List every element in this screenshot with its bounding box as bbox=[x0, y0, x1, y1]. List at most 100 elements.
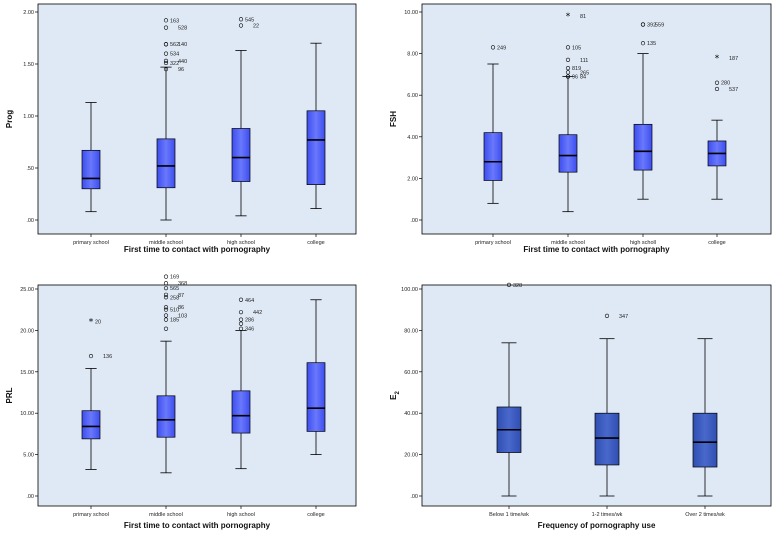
outlier-label: 286 bbox=[245, 318, 254, 324]
box-3 bbox=[231, 50, 251, 217]
outlier-label: 545 bbox=[245, 17, 254, 23]
iqr-box bbox=[483, 132, 503, 181]
outlier-marker bbox=[163, 307, 169, 312]
y-tick-label: 1.00 bbox=[23, 114, 34, 120]
outlier-marker bbox=[163, 42, 169, 47]
box-2 bbox=[558, 76, 578, 213]
iqr-box bbox=[156, 138, 176, 189]
outlier-label: 81 bbox=[580, 14, 586, 20]
outlier-label: 464 bbox=[245, 298, 254, 304]
y-tick-label: 1.50 bbox=[23, 62, 34, 68]
chart-panel-4: .00 20.00 40.00 60.00 80.00 100.00 Below 1 tim… bbox=[389, 282, 772, 530]
outlier-marker bbox=[565, 45, 571, 50]
outlier-marker bbox=[238, 326, 244, 331]
x-axis-title: First time to contact with pornography bbox=[124, 521, 271, 530]
outlier-label: 562 bbox=[170, 42, 179, 48]
y-tick-label: .00 bbox=[26, 218, 34, 224]
y-tick-label: 5.00 bbox=[23, 453, 34, 459]
outlier-marker bbox=[640, 22, 646, 27]
plot-area bbox=[421, 284, 772, 507]
outlier-label: 265 bbox=[580, 70, 589, 76]
outlier-label: 105 bbox=[572, 45, 581, 51]
x-category-label: Over 2 times/wk bbox=[685, 512, 725, 518]
box-4 bbox=[306, 299, 326, 456]
x-category-label: high school bbox=[227, 240, 255, 246]
y-tick-label: .50 bbox=[26, 166, 34, 172]
outlier-label: 534 bbox=[170, 52, 179, 58]
outlier-label: 140 bbox=[178, 42, 187, 48]
outlier-label: 258 bbox=[170, 295, 179, 301]
box-2 bbox=[594, 338, 620, 497]
outlier-marker bbox=[565, 74, 571, 79]
outlier-label: 368 bbox=[178, 281, 187, 287]
box-1 bbox=[496, 342, 522, 497]
outlier-label: 163 bbox=[170, 18, 179, 24]
x-category-label: college bbox=[307, 512, 324, 518]
iqr-box bbox=[81, 410, 101, 440]
y-tick-label: 25.00 bbox=[20, 287, 34, 293]
x-category-label: college bbox=[307, 240, 324, 246]
outlier-marker bbox=[163, 18, 169, 23]
outlier-label: 392 bbox=[647, 22, 656, 28]
y-axis-title: Prog bbox=[5, 110, 14, 128]
outlier-marker bbox=[565, 66, 571, 71]
extreme-outlier-marker: * bbox=[566, 12, 571, 22]
x-category-label: 1-2 times/wk bbox=[592, 512, 623, 518]
outlier-marker bbox=[714, 86, 720, 92]
x-category-label: primary school bbox=[73, 240, 109, 246]
outlier-label: 135 bbox=[647, 41, 656, 47]
iqr-box bbox=[633, 123, 653, 171]
iqr-box bbox=[81, 149, 101, 190]
outlier-label: 442 bbox=[253, 310, 262, 316]
outlier-marker bbox=[163, 317, 169, 322]
outlier-marker bbox=[565, 70, 571, 75]
box-2 bbox=[156, 66, 176, 221]
y-tick-label: 8.00 bbox=[407, 52, 418, 58]
outlier-label: 187 bbox=[729, 56, 738, 62]
outlier-label: 528 bbox=[178, 26, 187, 32]
x-category-label: college bbox=[708, 240, 725, 246]
plot-area bbox=[421, 3, 772, 235]
outlier-marker bbox=[238, 297, 244, 302]
y-tick-label: 4.00 bbox=[407, 135, 418, 141]
outlier-marker bbox=[604, 313, 610, 319]
y-tick-label: 20.00 bbox=[404, 453, 418, 459]
outlier-marker bbox=[163, 25, 169, 30]
outlier-label: 559 bbox=[655, 22, 664, 28]
outlier-label: 136 bbox=[103, 354, 112, 360]
iqr-box bbox=[558, 134, 578, 173]
outlier-marker bbox=[238, 317, 244, 322]
extreme-outlier-marker: * bbox=[715, 54, 720, 64]
box-1 bbox=[81, 102, 101, 213]
outlier-label: 22 bbox=[253, 24, 259, 30]
y-tick-label: 2.00 bbox=[407, 176, 418, 182]
box-1 bbox=[81, 368, 101, 470]
outlier-marker bbox=[163, 286, 169, 291]
x-category-label: primary school bbox=[475, 240, 511, 246]
outlier-marker bbox=[238, 321, 244, 326]
outlier-marker bbox=[163, 51, 169, 56]
y-tick-label: .00 bbox=[410, 218, 418, 224]
x-axis-title: Frequency of pornography use bbox=[538, 521, 656, 530]
chart-panel-1: .00 .50 1.00 1.50 2.00 primary school middle s… bbox=[5, 3, 357, 254]
y-tick-label: 100.00 bbox=[401, 287, 418, 293]
outlier-label: 111 bbox=[580, 58, 588, 64]
x-category-label: middle school bbox=[149, 240, 183, 246]
outlier-label: 20 bbox=[95, 319, 101, 325]
outlier-marker bbox=[490, 45, 496, 50]
iqr-box bbox=[692, 412, 718, 468]
outlier-label: 249 bbox=[497, 45, 506, 51]
outlier-label: 537 bbox=[729, 87, 738, 93]
box-4 bbox=[306, 42, 326, 209]
outlier-label: 346 bbox=[245, 327, 254, 333]
iqr-box bbox=[306, 110, 326, 185]
y-axis-title: E2 bbox=[389, 391, 401, 400]
outlier-marker bbox=[640, 41, 646, 46]
x-category-label: high scholl bbox=[630, 240, 656, 246]
outlier-marker bbox=[163, 60, 169, 66]
outlier-label: 347 bbox=[619, 314, 628, 320]
y-tick-label: 6.00 bbox=[407, 93, 418, 99]
extreme-outlier-marker: * bbox=[89, 317, 94, 327]
y-tick-label: 10.00 bbox=[404, 10, 418, 16]
outlier-marker bbox=[163, 313, 169, 318]
